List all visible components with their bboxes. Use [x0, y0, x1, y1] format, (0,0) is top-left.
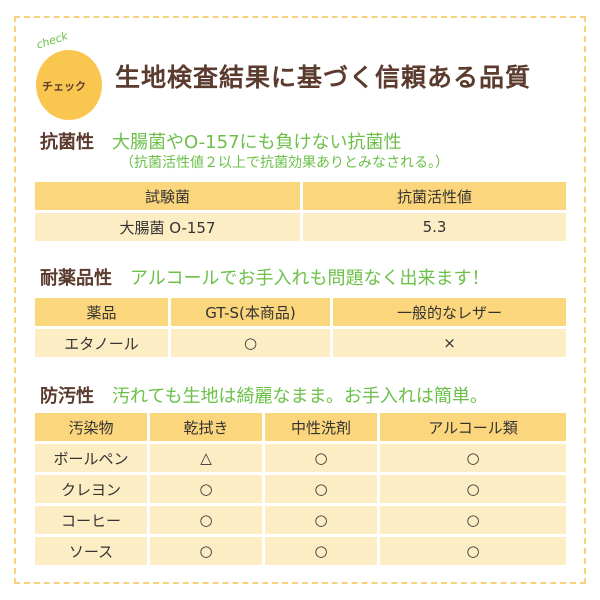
cell: × [333, 329, 566, 357]
cell: ○ [150, 537, 262, 565]
cell: △ [150, 444, 262, 472]
badge-label: チェック [42, 80, 86, 93]
section-note: （抗菌活性値２以上で抗菌効果ありとみなされる。） [120, 155, 449, 171]
table-row: 大腸菌 O-157 5.3 [35, 213, 566, 241]
cell: 大腸菌 O-157 [35, 213, 300, 241]
section-tagline: 汚れても生地は綺麗なまま。お手入れは簡単。 [112, 386, 488, 407]
section-tagline: アルコールでお手入れも問題なく出来ます！ [130, 268, 490, 289]
dashed-frame [14, 16, 586, 584]
column-header: 一般的なレザー [333, 298, 566, 326]
table-row: ボールペン △ ○ ○ [35, 444, 566, 472]
cell: エタノール [35, 329, 168, 357]
cell: ○ [265, 506, 377, 534]
column-header: 薬品 [35, 298, 168, 326]
cell: ○ [380, 537, 566, 565]
table-row: コーヒー ○ ○ ○ [35, 506, 566, 534]
column-header: 乾拭き [150, 413, 262, 441]
cell: ○ [150, 475, 262, 503]
cell: コーヒー [35, 506, 147, 534]
cell: ○ [265, 537, 377, 565]
cell: ○ [265, 444, 377, 472]
column-header: 汚染物 [35, 413, 147, 441]
column-header: GT-S(本商品) [171, 298, 330, 326]
check-badge [36, 50, 102, 120]
cell: 5.3 [303, 213, 566, 241]
cell: ソース [35, 537, 147, 565]
section-tagline: 大腸菌やO-157にも負けない抗菌性 [112, 132, 402, 153]
antibacterial-table: 試験菌 抗菌活性値 大腸菌 O-157 5.3 [32, 179, 569, 244]
cell: ○ [150, 506, 262, 534]
section-stain: 防汚性 汚れても生地は綺麗なまま。お手入れは簡単。 [40, 382, 488, 408]
table-row: クレヨン ○ ○ ○ [35, 475, 566, 503]
cell: ○ [265, 475, 377, 503]
section-label: 耐薬品性 [40, 268, 112, 289]
page-title: 生地検査結果に基づく信頼ある品質 [115, 63, 532, 92]
table-row: ソース ○ ○ ○ [35, 537, 566, 565]
section-chemical: 耐薬品性 アルコールでお手入れも問題なく出来ます！ [40, 264, 489, 290]
stain-table: 汚染物 乾拭き 中性洗剤 アルコール類 ボールペン △ ○ ○ クレヨン ○ ○ ○ コーヒー ○ ○… [32, 410, 569, 568]
table-row: エタノール ○ × [35, 329, 566, 357]
cell: ○ [380, 444, 566, 472]
section-label: 防汚性 [40, 386, 94, 407]
column-header: アルコール類 [380, 413, 566, 441]
cell: ○ [380, 506, 566, 534]
cell: ○ [380, 475, 566, 503]
column-header: 抗菌活性値 [303, 182, 566, 210]
cell: ボールペン [35, 444, 147, 472]
cell: クレヨン [35, 475, 147, 503]
column-header: 中性洗剤 [265, 413, 377, 441]
section-antibacterial: 抗菌性 大腸菌やO-157にも負けない抗菌性 [40, 128, 402, 154]
section-label: 抗菌性 [40, 132, 94, 153]
column-header: 試験菌 [35, 182, 300, 210]
cell: ○ [171, 329, 330, 357]
chemical-table: 薬品 GT-S(本商品) 一般的なレザー エタノール ○ × [32, 295, 569, 360]
